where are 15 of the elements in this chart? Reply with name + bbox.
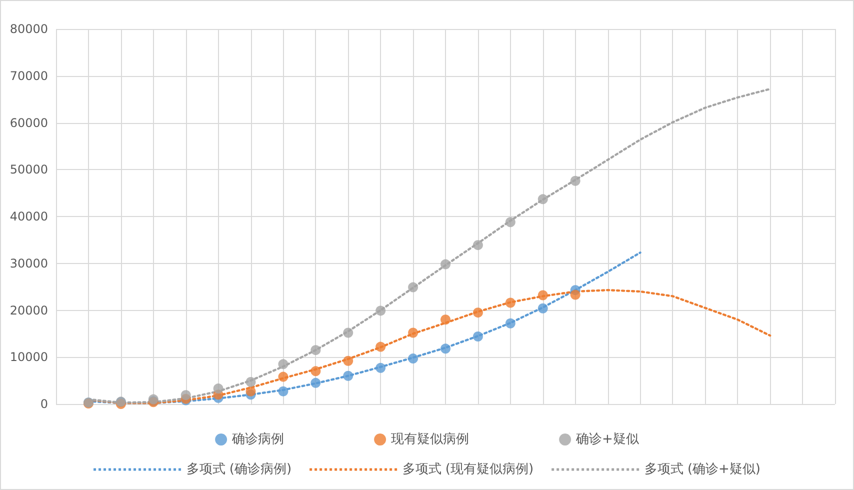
legend-label: 多项式 (现有疑似病例) <box>402 462 534 477</box>
legend-label: 确诊+疑似 <box>575 432 639 447</box>
y-tick-label: 40000 <box>10 210 48 224</box>
y-tick-label: 70000 <box>10 68 48 83</box>
y-tick-label: 80000 <box>10 22 48 36</box>
y-tick-label: 50000 <box>10 162 48 177</box>
legend-label: 多项式 (确诊病例) <box>186 462 292 477</box>
y-tick-label: 10000 <box>10 350 48 364</box>
y-tick-label: 0 <box>40 397 48 411</box>
y-tick-label: 20000 <box>10 303 48 318</box>
legend-label: 确诊病例 <box>231 432 284 447</box>
legend-label: 多项式 (确诊+疑似) <box>644 462 760 477</box>
y-tick-label: 30000 <box>10 256 48 270</box>
y-tick-label: 60000 <box>10 116 48 130</box>
legend-label: 现有疑似病例 <box>391 432 470 447</box>
